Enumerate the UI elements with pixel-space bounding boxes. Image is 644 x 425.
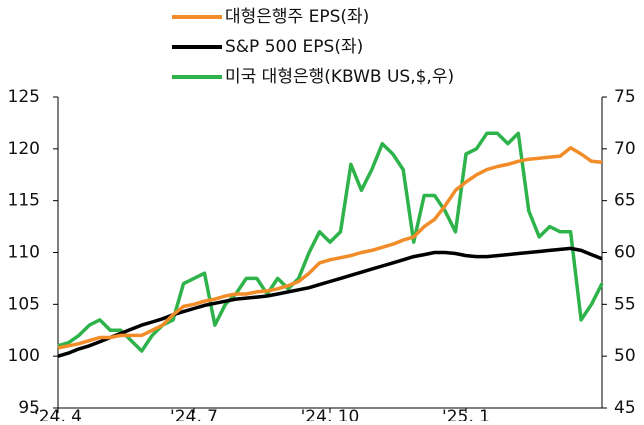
- y2-tick-label: 55: [614, 294, 636, 314]
- y-tick-label: 120: [8, 139, 40, 159]
- y-tick-label: 100: [8, 346, 40, 366]
- y-tick-label: 110: [8, 243, 40, 263]
- y2-tick-label: 45: [614, 398, 636, 418]
- series-line: [57, 131, 604, 353]
- y-tick-label: 115: [8, 191, 40, 211]
- y2-tick-label: 50: [614, 346, 636, 366]
- y2-tick-label: 60: [614, 243, 636, 263]
- legend-label: 대형은행주 EPS(좌): [225, 7, 369, 27]
- x-tick-label: '24, 10: [301, 407, 360, 421]
- y2-tick-label: 65: [614, 191, 636, 211]
- legend-label: S&P 500 EPS(좌): [225, 37, 363, 57]
- y-tick-label: 95: [18, 398, 40, 418]
- x-tick-label: '24, 7: [170, 407, 218, 421]
- legend-label: 미국 대형은행(KBWB US,$,우): [225, 67, 454, 87]
- y2-tick-label: 70: [614, 139, 636, 159]
- x-tick-label: '24, 4: [34, 407, 82, 421]
- series-line: [57, 246, 603, 358]
- y-tick-label: 125: [8, 87, 40, 107]
- x-tick-label: '25, 1: [442, 407, 490, 421]
- y2-tick-label: 75: [614, 87, 636, 107]
- y-tick-label: 105: [8, 294, 40, 314]
- series-line: [57, 146, 603, 350]
